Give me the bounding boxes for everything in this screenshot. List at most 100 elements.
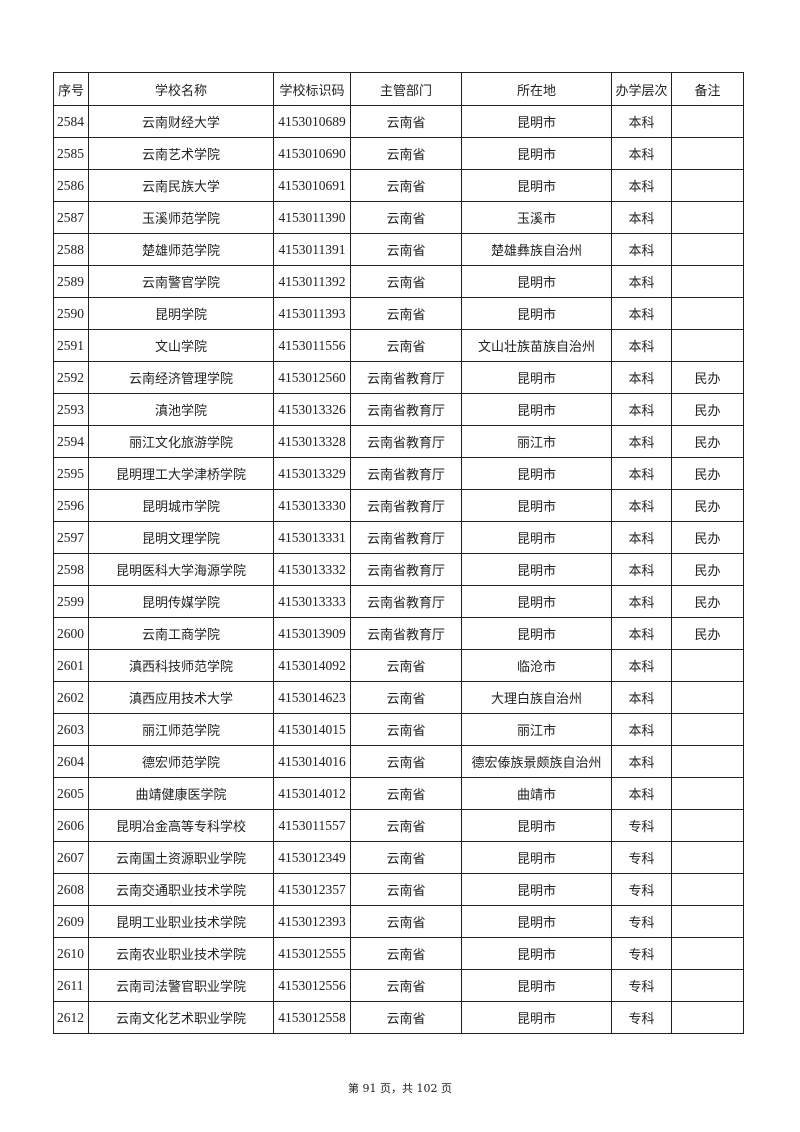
table-row: 2588 楚雄师范学院 4153011391 云南省 楚雄彝族自治州 本科: [53, 233, 744, 266]
school-name-cell: 云南司法警官职业学院: [88, 969, 274, 1002]
school-name-cell: 滇池学院: [88, 393, 274, 426]
authority-cell: 云南省: [350, 841, 462, 874]
seq-cell: 2592: [53, 361, 89, 394]
table-row: 2605 曲靖健康医学院 4153014012 云南省 曲靖市 本科: [53, 777, 744, 810]
school-code-cell: 4153011393: [273, 297, 351, 330]
notes-cell: [671, 713, 744, 746]
school-name-cell: 昆明学院: [88, 297, 274, 330]
location-cell: 文山壮族苗族自治州: [461, 329, 612, 362]
location-cell: 昆明市: [461, 809, 612, 842]
table-row: 2612 云南文化艺术职业学院 4153012558 云南省 昆明市 专科: [53, 1001, 744, 1034]
school-name-cell: 丽江文化旅游学院: [88, 425, 274, 458]
location-cell: 大理白族自治州: [461, 681, 612, 714]
school-name-cell: 昆明理工大学津桥学院: [88, 457, 274, 490]
location-cell: 昆明市: [461, 137, 612, 170]
notes-cell: [671, 649, 744, 682]
school-name-cell: 滇西科技师范学院: [88, 649, 274, 682]
school-code-cell: 4153013332: [273, 553, 351, 586]
school-code-cell: 4153012555: [273, 937, 351, 970]
table-row: 2593 滇池学院 4153013326 云南省教育厅 昆明市 本科 民办: [53, 393, 744, 426]
school-code-cell: 4153012558: [273, 1001, 351, 1034]
authority-cell: 云南省: [350, 809, 462, 842]
seq-cell: 2591: [53, 329, 89, 362]
level-cell: 专科: [611, 905, 672, 938]
seq-cell: 2599: [53, 585, 89, 618]
authority-cell: 云南省: [350, 201, 462, 234]
table-row: 2589 云南警官学院 4153011392 云南省 昆明市 本科: [53, 265, 744, 298]
notes-cell: [671, 169, 744, 202]
table-row: 2595 昆明理工大学津桥学院 4153013329 云南省教育厅 昆明市 本科 民办: [53, 457, 744, 490]
notes-cell: [671, 105, 744, 138]
school-name-cell: 曲靖健康医学院: [88, 777, 274, 810]
location-cell: 昆明市: [461, 457, 612, 490]
table-row: 2601 滇西科技师范学院 4153014092 云南省 临沧市 本科: [53, 649, 744, 682]
table-row: 2591 文山学院 4153011556 云南省 文山壮族苗族自治州 本科: [53, 329, 744, 362]
authority-cell: 云南省教育厅: [350, 521, 462, 554]
school-name-cell: 滇西应用技术大学: [88, 681, 274, 714]
school-name-cell: 昆明文理学院: [88, 521, 274, 554]
level-cell: 本科: [611, 649, 672, 682]
authority-cell: 云南省: [350, 137, 462, 170]
seq-cell: 2611: [53, 969, 89, 1002]
authority-cell: 云南省教育厅: [350, 393, 462, 426]
seq-cell: 2595: [53, 457, 89, 490]
school-name-cell: 云南文化艺术职业学院: [88, 1001, 274, 1034]
seq-cell: 2588: [53, 233, 89, 266]
location-cell: 昆明市: [461, 937, 612, 970]
location-cell: 昆明市: [461, 361, 612, 394]
authority-cell: 云南省: [350, 873, 462, 906]
authority-cell: 云南省: [350, 681, 462, 714]
school-name-cell: 云南民族大学: [88, 169, 274, 202]
authority-cell: 云南省: [350, 169, 462, 202]
table-body: 2584 云南财经大学 4153010689 云南省 昆明市 本科 2585 云南艺术学院 41…: [53, 105, 744, 1034]
table-row: 2596 昆明城市学院 4153013330 云南省教育厅 昆明市 本科 民办: [53, 489, 744, 522]
page-footer: 第 91 页，共 102 页: [348, 1082, 452, 1095]
table-row: 2585 云南艺术学院 4153010690 云南省 昆明市 本科: [53, 137, 744, 170]
authority-cell: 云南省: [350, 969, 462, 1002]
school-name-cell: 昆明城市学院: [88, 489, 274, 522]
table-row: 2594 丽江文化旅游学院 4153013328 云南省教育厅 丽江市 本科 民办: [53, 425, 744, 458]
level-cell: 本科: [611, 713, 672, 746]
authority-cell: 云南省: [350, 265, 462, 298]
header-location: 所在地: [461, 72, 612, 106]
authority-cell: 云南省: [350, 329, 462, 362]
level-cell: 本科: [611, 489, 672, 522]
seq-cell: 2605: [53, 777, 89, 810]
authority-cell: 云南省: [350, 905, 462, 938]
authority-cell: 云南省: [350, 713, 462, 746]
notes-cell: [671, 873, 744, 906]
school-code-cell: 4153011556: [273, 329, 351, 362]
table-row: 2597 昆明文理学院 4153013331 云南省教育厅 昆明市 本科 民办: [53, 521, 744, 554]
level-cell: 本科: [611, 521, 672, 554]
level-cell: 本科: [611, 777, 672, 810]
school-name-cell: 昆明冶金高等专科学校: [88, 809, 274, 842]
level-cell: 专科: [611, 937, 672, 970]
school-code-cell: 4153012556: [273, 969, 351, 1002]
school-code-cell: 4153014623: [273, 681, 351, 714]
seq-cell: 2610: [53, 937, 89, 970]
school-code-cell: 4153013333: [273, 585, 351, 618]
table-row: 2587 玉溪师范学院 4153011390 云南省 玉溪市 本科: [53, 201, 744, 234]
level-cell: 本科: [611, 745, 672, 778]
school-name-cell: 昆明医科大学海源学院: [88, 553, 274, 586]
notes-cell: 民办: [671, 585, 744, 618]
notes-cell: [671, 297, 744, 330]
level-cell: 本科: [611, 201, 672, 234]
school-code-cell: 4153013326: [273, 393, 351, 426]
authority-cell: 云南省: [350, 745, 462, 778]
level-cell: 本科: [611, 361, 672, 394]
authority-cell: 云南省: [350, 1001, 462, 1034]
notes-cell: [671, 329, 744, 362]
level-cell: 本科: [611, 297, 672, 330]
school-name-cell: 昆明工业职业技术学院: [88, 905, 274, 938]
seq-cell: 2584: [53, 105, 89, 138]
school-name-cell: 玉溪师范学院: [88, 201, 274, 234]
school-name-cell: 云南财经大学: [88, 105, 274, 138]
seq-cell: 2585: [53, 137, 89, 170]
authority-cell: 云南省教育厅: [350, 585, 462, 618]
school-name-cell: 云南农业职业技术学院: [88, 937, 274, 970]
school-code-cell: 4153013331: [273, 521, 351, 554]
level-cell: 本科: [611, 169, 672, 202]
location-cell: 玉溪市: [461, 201, 612, 234]
seq-cell: 2609: [53, 905, 89, 938]
